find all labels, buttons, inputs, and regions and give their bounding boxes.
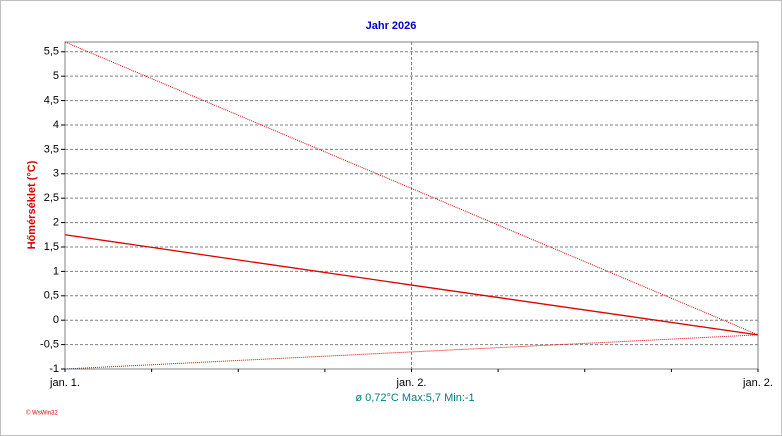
y-tick-label: 3,5 bbox=[44, 143, 59, 155]
series-line bbox=[64, 234, 759, 336]
y-tick-label: 2 bbox=[53, 216, 59, 228]
chart-title: Jahr 2026 bbox=[366, 20, 417, 32]
y-tick-label: -0,5 bbox=[40, 339, 59, 351]
y-tick-label: 0 bbox=[53, 314, 59, 326]
y-tick-label: -1 bbox=[49, 363, 59, 375]
y-tick-label: 1 bbox=[53, 265, 59, 277]
footer: ø 0,72°C Max:5,7 Min:-1 bbox=[355, 392, 474, 404]
x-tick-label: jan. 2. bbox=[396, 377, 427, 389]
y-tick-label: 5,5 bbox=[44, 46, 59, 58]
y-tick-label: 2,5 bbox=[44, 192, 59, 204]
y-tick-label: 5 bbox=[53, 70, 59, 82]
x-tick-label: jan. 1. bbox=[49, 377, 80, 389]
y-tick-label: 1,5 bbox=[44, 241, 59, 253]
y-tick-label: 4 bbox=[53, 119, 59, 131]
credit: © WsWin32 bbox=[26, 410, 58, 417]
y-tick-label: 4,5 bbox=[44, 94, 59, 106]
y-tick-label: 3 bbox=[53, 168, 59, 180]
series-line bbox=[64, 334, 759, 370]
y-axis-label: Hőmérséklet (°C) bbox=[26, 160, 38, 249]
x-tick-label: jan. 2. bbox=[742, 377, 773, 389]
series-line bbox=[64, 41, 759, 336]
y-tick-label: 0,5 bbox=[44, 290, 59, 302]
